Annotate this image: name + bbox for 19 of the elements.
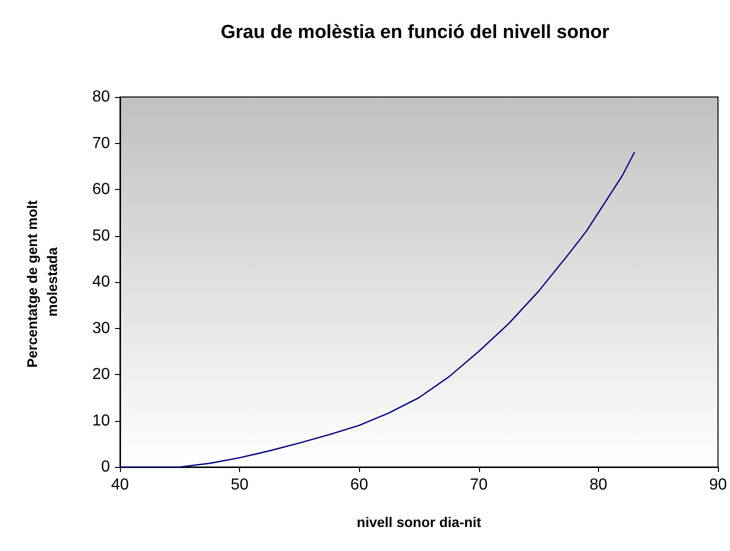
line-series bbox=[119, 152, 635, 468]
y-tick-label: 30 bbox=[92, 320, 110, 337]
y-axis-title: Percentatge de gent molt molestada bbox=[24, 196, 60, 368]
x-tick-label: 70 bbox=[470, 476, 488, 494]
y-tick-label: 70 bbox=[92, 134, 110, 152]
x-tick-label: 80 bbox=[590, 476, 608, 494]
y-tick-label: 50 bbox=[92, 227, 110, 244]
x-tick-label: 40 bbox=[111, 476, 129, 494]
y-tick-label: 40 bbox=[92, 274, 110, 290]
chart-title: Grau de molèstia en funció del nivell sonor bbox=[220, 22, 610, 43]
x-axis-title: nivell sonor dia-nit bbox=[356, 514, 482, 530]
y-tick-label: 20 bbox=[92, 366, 110, 383]
x-tick-label: 90 bbox=[709, 476, 727, 494]
y-tick-label: 80 bbox=[92, 88, 110, 106]
x-tick-label: 60 bbox=[350, 476, 368, 494]
x-tick-label: 50 bbox=[230, 476, 249, 494]
y-tick-label: 60 bbox=[92, 181, 110, 198]
y-tick-label: 0 bbox=[101, 458, 110, 476]
y-tick-label: 10 bbox=[92, 412, 110, 430]
